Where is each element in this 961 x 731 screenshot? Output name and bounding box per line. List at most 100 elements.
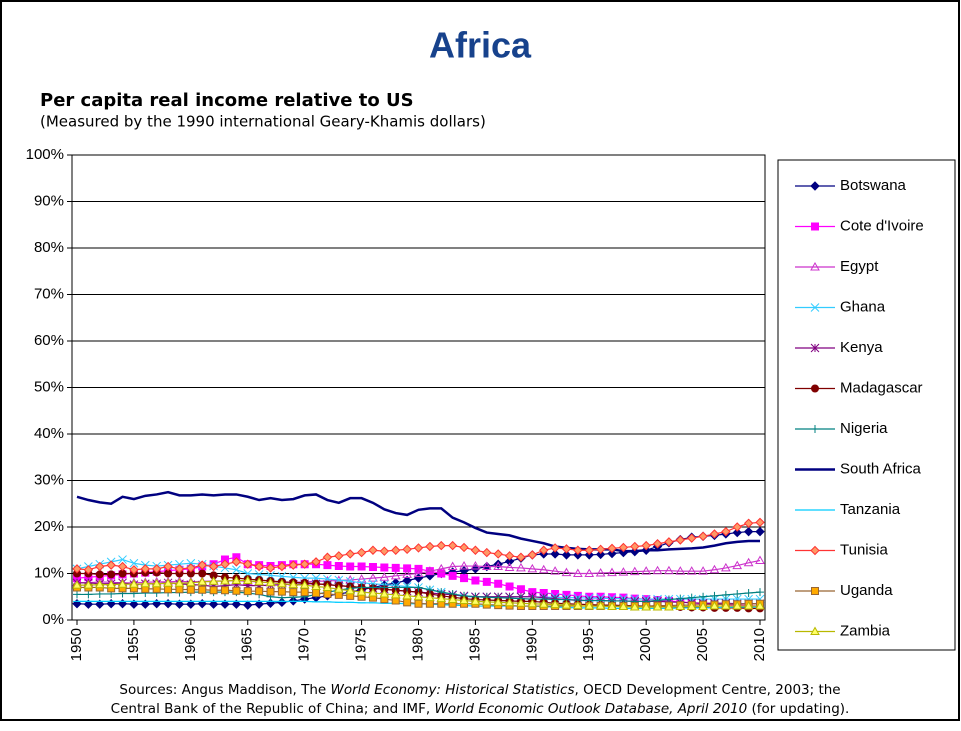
series-marker xyxy=(380,563,389,572)
series-marker xyxy=(129,599,139,609)
x-tick-label: 1980 xyxy=(409,628,426,661)
series-marker xyxy=(232,565,241,575)
series-marker xyxy=(243,559,253,569)
series-marker xyxy=(83,565,94,575)
series-marker xyxy=(550,599,560,609)
series-marker xyxy=(322,552,333,562)
legend-marker xyxy=(810,545,820,556)
series-marker xyxy=(95,599,105,609)
series-marker xyxy=(255,587,264,596)
source-text: World Economic Outlook Database, April 2… xyxy=(434,701,747,717)
series-marker xyxy=(493,597,504,606)
legend-marker xyxy=(811,222,819,231)
legend-marker xyxy=(810,181,820,191)
series-marker xyxy=(471,576,480,585)
series-marker xyxy=(516,598,526,607)
series-marker xyxy=(607,548,617,559)
legend-label: Tanzania xyxy=(840,501,901,518)
series-marker xyxy=(390,589,401,599)
series-marker xyxy=(164,585,173,594)
series-marker xyxy=(208,561,219,572)
series-marker xyxy=(311,557,321,567)
y-tick-label: 90% xyxy=(34,192,64,209)
series-marker xyxy=(652,565,663,575)
series-marker xyxy=(595,544,606,555)
series-marker xyxy=(356,587,367,596)
series-marker xyxy=(733,589,742,598)
series-marker xyxy=(732,522,742,532)
series-marker xyxy=(516,562,526,572)
series-marker xyxy=(265,577,276,587)
legend-label: Botswana xyxy=(840,177,907,194)
series-marker xyxy=(357,562,366,571)
series-marker xyxy=(470,596,481,605)
legend-marker xyxy=(810,626,820,635)
y-tick-label: 20% xyxy=(34,518,64,535)
series-marker xyxy=(277,587,286,596)
series-marker xyxy=(641,566,652,575)
series-marker xyxy=(107,570,116,579)
series-marker xyxy=(198,585,207,594)
y-tick-label: 30% xyxy=(34,471,64,488)
series-marker xyxy=(561,544,572,554)
series-marker xyxy=(403,598,412,607)
series-marker xyxy=(720,562,731,572)
series-marker xyxy=(743,557,754,567)
legend-label: Kenya xyxy=(840,339,883,356)
series-marker xyxy=(436,593,447,603)
series-marker xyxy=(687,593,696,602)
series-marker xyxy=(709,529,720,539)
series-marker xyxy=(322,582,333,591)
series-marker xyxy=(95,570,104,579)
series-marker xyxy=(118,555,127,564)
series-marker xyxy=(333,584,344,593)
series-marker xyxy=(243,587,252,596)
series-marker xyxy=(516,552,526,562)
series-marker xyxy=(447,561,458,571)
series-marker xyxy=(254,599,264,609)
series-marker xyxy=(481,561,492,571)
series-marker xyxy=(231,599,242,609)
series-marker xyxy=(675,566,686,575)
series-marker xyxy=(470,561,481,570)
series-marker xyxy=(494,579,503,588)
series-marker xyxy=(220,575,230,585)
series-marker xyxy=(698,601,708,611)
series-marker xyxy=(652,539,663,549)
series-marker xyxy=(425,566,435,575)
series-marker xyxy=(95,561,105,572)
series-marker xyxy=(447,540,458,551)
series-marker xyxy=(675,601,686,611)
series-marker xyxy=(584,601,595,610)
series-marker xyxy=(356,547,367,558)
series-marker xyxy=(561,567,572,577)
x-tick-label: 1960 xyxy=(182,628,199,661)
series-marker xyxy=(277,561,287,572)
series-marker xyxy=(163,561,173,572)
legend-label: South Africa xyxy=(840,460,922,477)
series-marker xyxy=(129,579,139,588)
series-marker xyxy=(755,555,765,564)
series-marker xyxy=(186,599,196,609)
legend-label: Egypt xyxy=(840,258,879,275)
x-tick-label: 1950 xyxy=(68,628,85,661)
series-marker xyxy=(368,573,378,582)
x-tick-label: 1955 xyxy=(125,628,142,661)
legend-box xyxy=(777,159,956,651)
series-marker xyxy=(516,585,525,594)
series-marker xyxy=(334,551,344,561)
series-marker xyxy=(117,561,128,572)
series-marker xyxy=(482,577,491,586)
series-marker xyxy=(72,564,82,574)
x-tick-label: 1990 xyxy=(523,628,540,661)
series-marker xyxy=(368,545,378,555)
series-marker xyxy=(391,563,400,572)
source-text: , OECD Development Centre, 2003; the xyxy=(575,682,841,698)
series-marker xyxy=(312,589,321,598)
series-marker xyxy=(402,590,412,600)
series-marker xyxy=(403,564,412,573)
legend-label: Madagascar xyxy=(840,379,923,396)
series-marker xyxy=(425,585,434,594)
series-marker xyxy=(618,601,629,611)
